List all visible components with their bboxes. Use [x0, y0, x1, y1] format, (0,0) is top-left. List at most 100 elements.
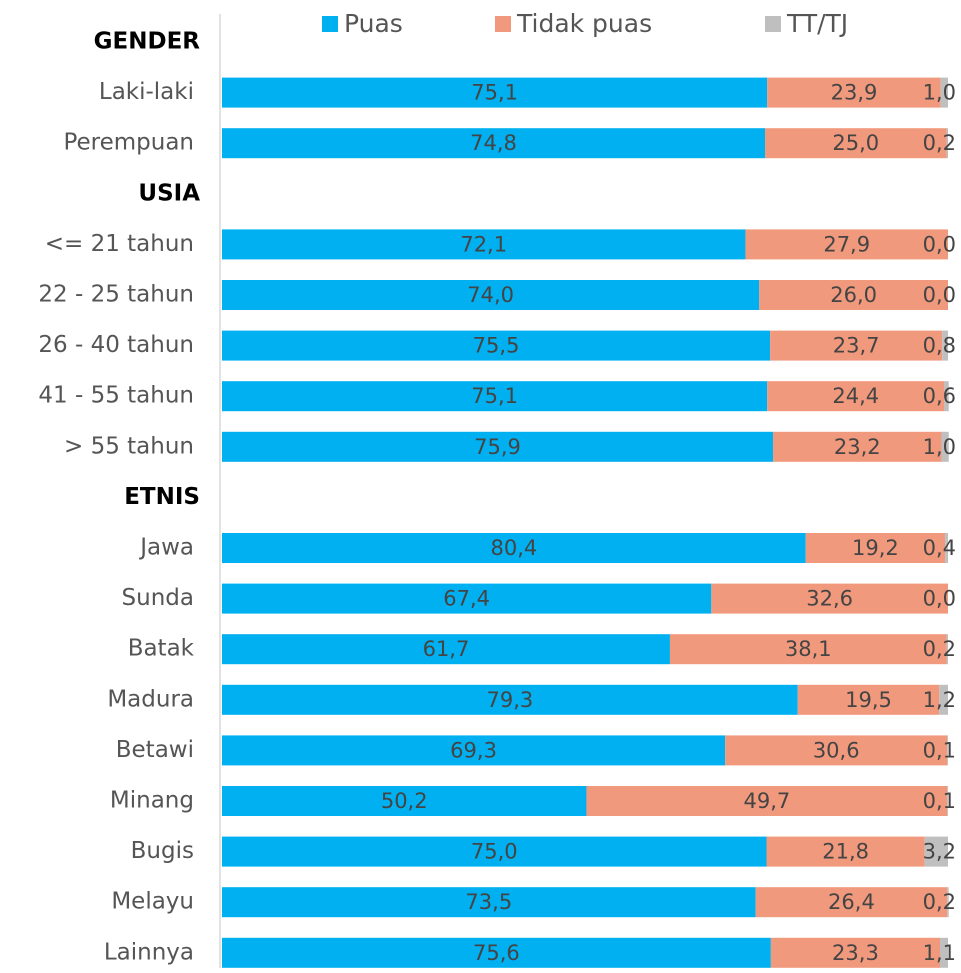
bar-segment	[765, 128, 947, 159]
data-label: 0,8	[923, 334, 956, 358]
data-label: 74,0	[467, 283, 514, 307]
legend-swatch	[765, 16, 781, 32]
bar-segment	[222, 684, 798, 715]
bar-segment	[770, 330, 943, 361]
bar-segment	[222, 836, 767, 867]
category-label: Melayu	[111, 889, 194, 915]
data-label: 74,8	[470, 131, 517, 155]
data-label: 30,6	[813, 738, 860, 762]
data-label: 0,2	[923, 637, 956, 661]
legend-swatch	[495, 16, 511, 32]
bar-segment	[940, 937, 948, 968]
bar-segment	[222, 937, 771, 968]
bar-segment	[797, 684, 940, 715]
category-label: 26 - 40 tahun	[38, 332, 194, 358]
data-label: 69,3	[450, 738, 497, 762]
category-label: > 55 tahun	[64, 433, 194, 459]
legend-swatch	[322, 16, 338, 32]
bar-segment	[770, 937, 941, 968]
bar-segment	[947, 786, 948, 816]
group-header: USIA	[138, 180, 200, 206]
bar-segment	[924, 836, 948, 867]
category-label: Jawa	[138, 535, 194, 561]
data-label: 0,4	[923, 536, 956, 560]
data-label: 79,3	[486, 688, 533, 712]
data-label: 72,1	[460, 232, 507, 256]
data-label: 23,9	[831, 81, 878, 105]
data-label: 0,0	[923, 232, 956, 256]
bar-segment	[711, 583, 948, 614]
data-label: 27,9	[823, 232, 870, 256]
data-label: 1,2	[923, 688, 956, 712]
data-label: 25,0	[832, 131, 879, 155]
data-label: 75,5	[473, 334, 520, 358]
bar-segment	[767, 381, 945, 412]
bar-segment	[669, 634, 947, 665]
group-header: GENDER	[94, 29, 201, 55]
data-label: 1,1	[923, 941, 956, 965]
data-label: 0,1	[923, 738, 956, 762]
bar-segment	[945, 533, 948, 563]
data-label: 26,4	[828, 890, 875, 914]
data-label: 0,0	[923, 587, 956, 611]
bar-segment	[940, 77, 948, 108]
data-label: 3,2	[923, 840, 956, 864]
category-label: <= 21 tahun	[45, 231, 194, 257]
data-label: 0,2	[923, 890, 956, 914]
bar-segment	[222, 280, 760, 310]
bar-segment	[947, 735, 948, 766]
bar-segment	[222, 128, 766, 159]
data-label: 75,9	[474, 435, 521, 459]
data-label: 0,0	[923, 283, 956, 307]
bar-segment	[766, 836, 925, 867]
category-label: Laki-laki	[99, 79, 194, 105]
bar-segment	[767, 77, 941, 108]
data-label: 23,3	[832, 941, 879, 965]
data-label: 75,6	[473, 941, 520, 965]
data-label: 61,7	[423, 637, 470, 661]
bar-segment	[946, 634, 948, 665]
bar-segment	[222, 533, 806, 563]
bar-segment	[805, 533, 946, 563]
bar-segment	[222, 735, 726, 766]
bar-segment	[222, 229, 746, 260]
bar-segment	[222, 887, 756, 918]
data-label: 26,0	[830, 283, 877, 307]
bar-segment	[759, 280, 948, 310]
bar-segment	[222, 330, 771, 361]
bar-segment	[942, 330, 948, 361]
bar-segment	[586, 786, 948, 816]
category-label: Betawi	[116, 737, 194, 763]
category-label: Bugis	[131, 838, 194, 864]
data-label: 80,4	[490, 536, 537, 560]
bar-segment	[946, 128, 948, 159]
data-label: 50,2	[381, 789, 428, 813]
bar-segment	[222, 381, 768, 412]
group-header: ETNIS	[124, 484, 200, 510]
legend-label: Puas	[344, 9, 403, 38]
category-label: Minang	[110, 788, 194, 814]
category-label: Sunda	[122, 585, 194, 611]
bar-segment	[222, 77, 768, 108]
data-label: 24,4	[832, 384, 879, 408]
data-label: 75,1	[471, 81, 518, 105]
data-label: 19,5	[845, 688, 892, 712]
data-label: 0,6	[923, 384, 956, 408]
data-label: 32,6	[806, 587, 853, 611]
data-label: 23,7	[833, 334, 880, 358]
bar-segment	[222, 786, 587, 816]
bar-segment	[755, 887, 948, 918]
data-label: 0,1	[923, 789, 956, 813]
legend-label: Tidak puas	[516, 9, 652, 38]
data-label: 75,0	[471, 840, 518, 864]
bar-segment	[222, 634, 670, 665]
data-label: 23,2	[834, 435, 881, 459]
category-label: 22 - 25 tahun	[38, 282, 194, 308]
bar-segment	[944, 381, 949, 412]
data-label: 19,2	[852, 536, 899, 560]
bar-segment	[222, 583, 712, 614]
data-label: 0,2	[923, 131, 956, 155]
category-label: Perempuan	[63, 130, 194, 156]
data-label: 75,1	[471, 384, 518, 408]
